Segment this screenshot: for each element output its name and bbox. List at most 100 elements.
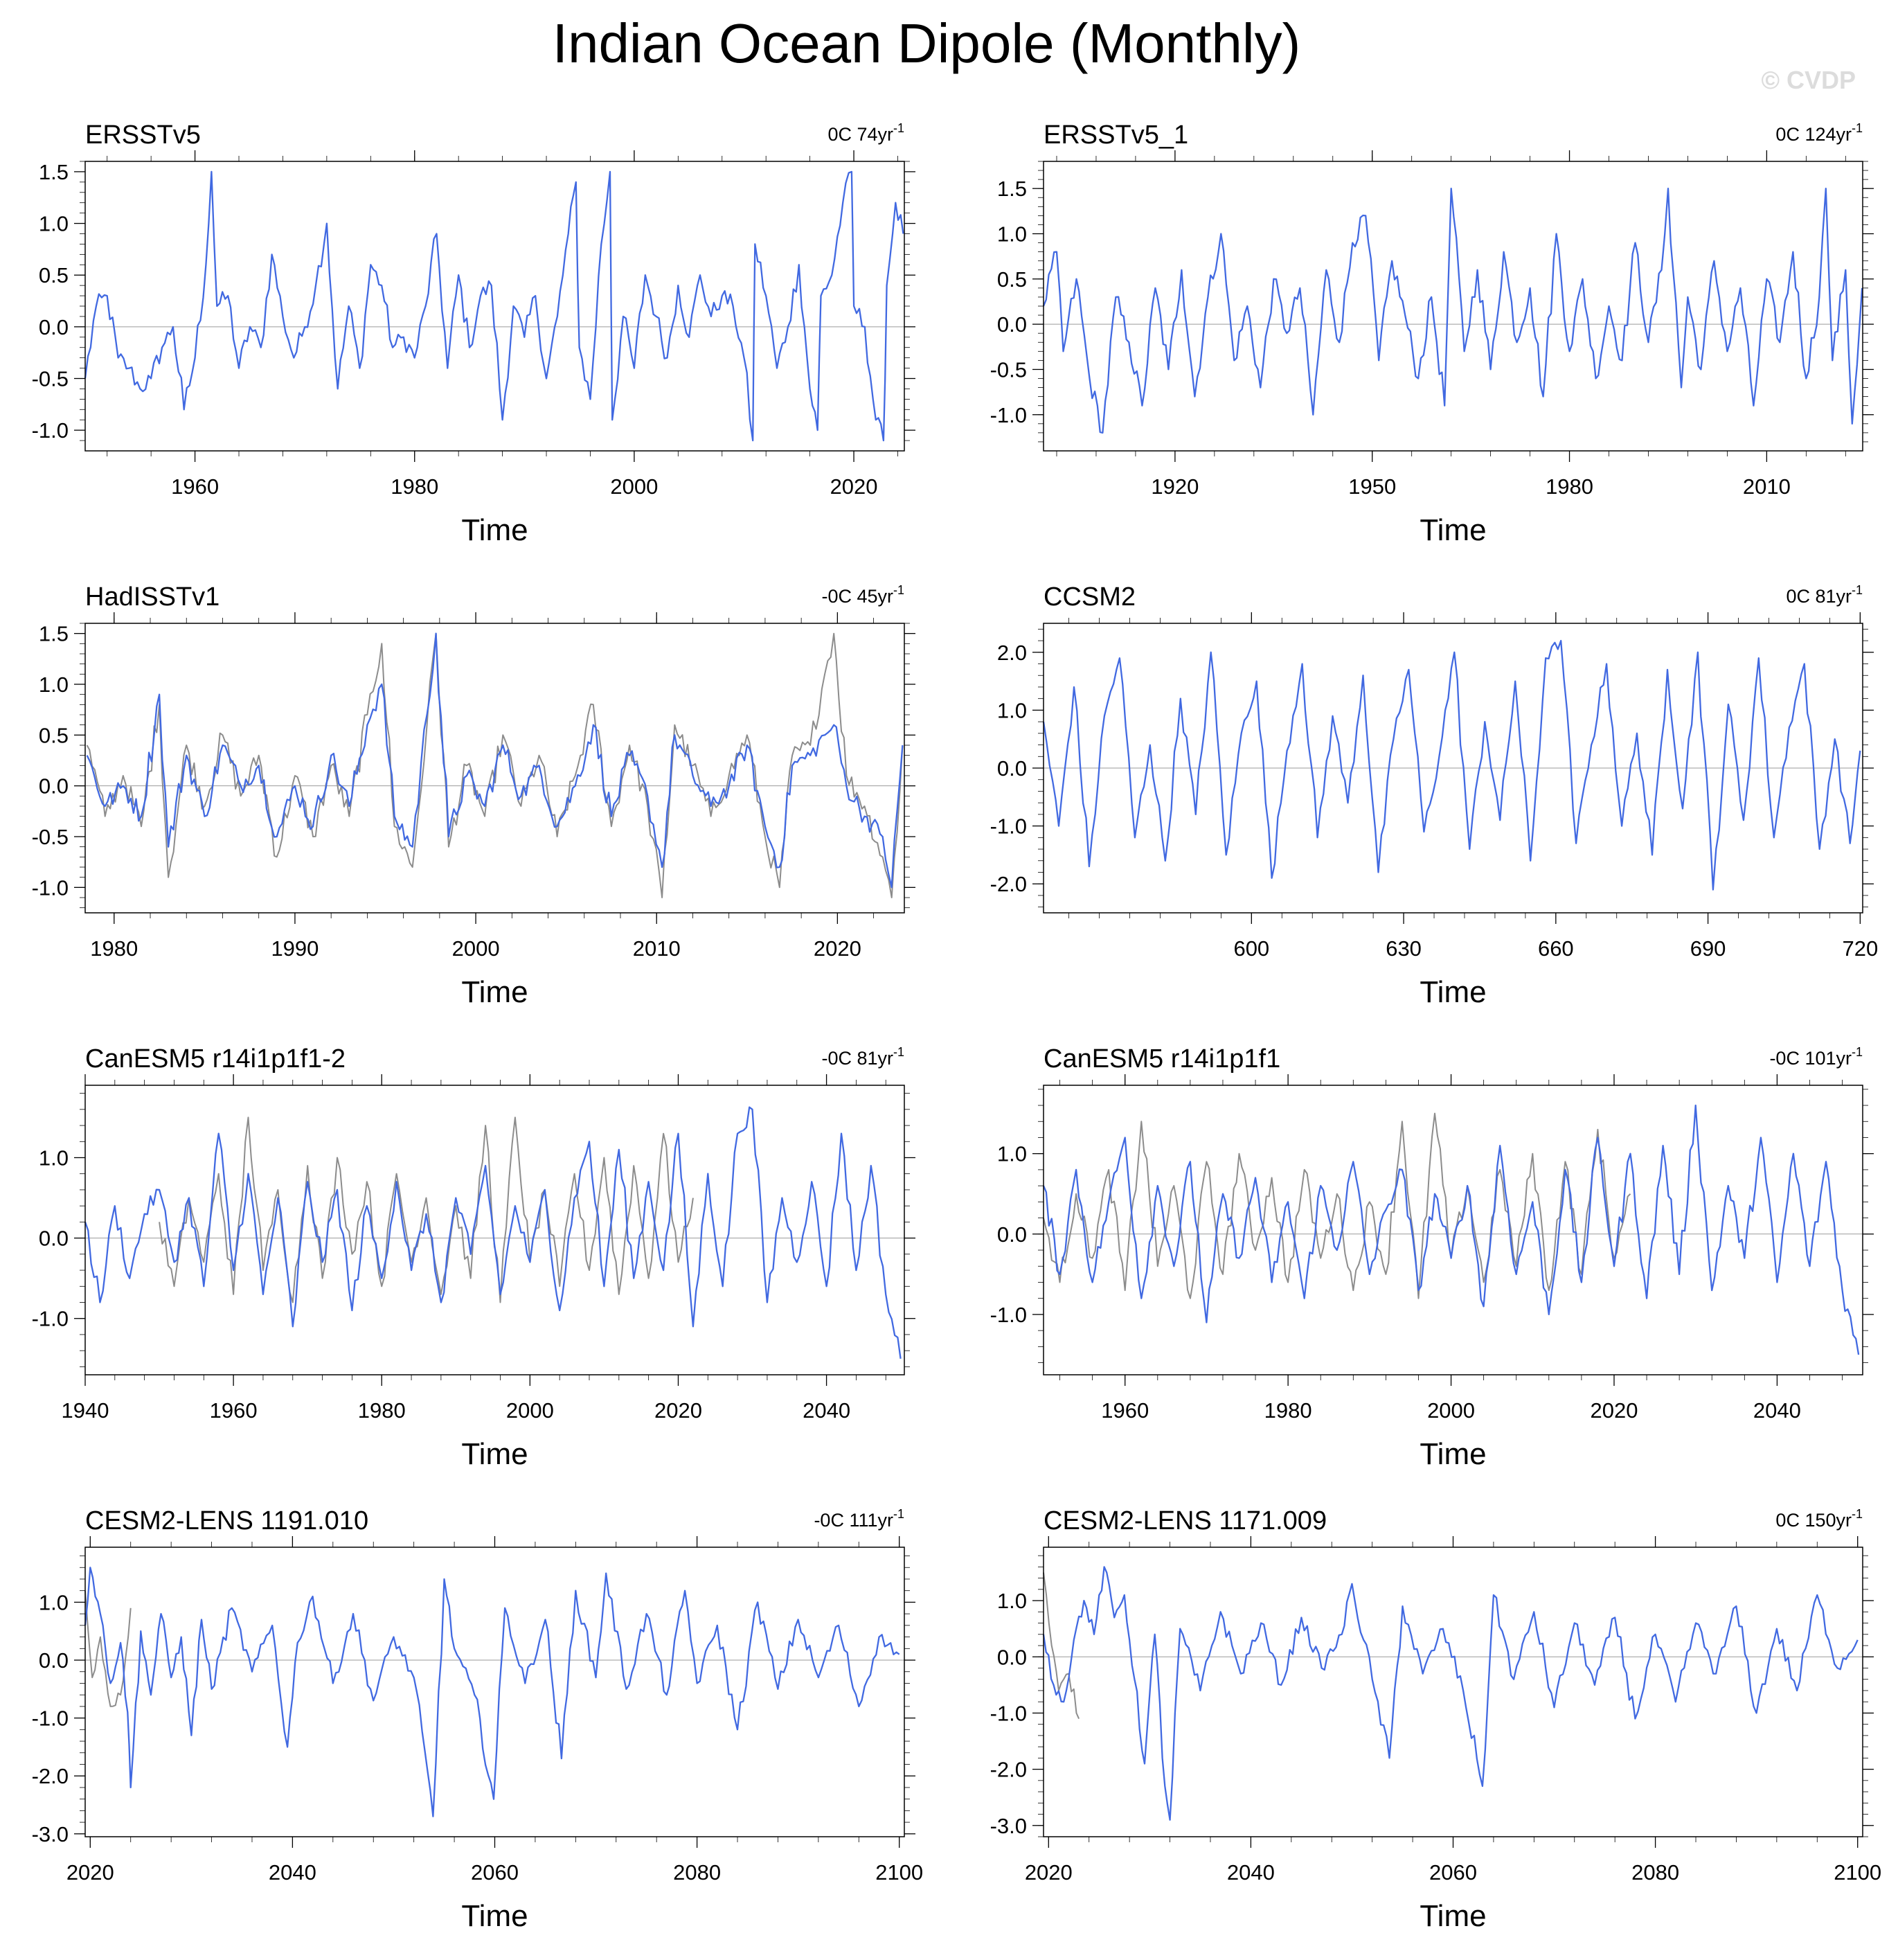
reference-series-line — [86, 632, 904, 898]
x-tick-label: 2080 — [1631, 1860, 1679, 1885]
reference-series-line — [84, 1590, 132, 1707]
y-tick-label: -2.0 — [32, 1764, 69, 1788]
watermark: © CVDP — [1761, 66, 1856, 94]
trend-label: -0C 101yr-1 — [1769, 1045, 1863, 1069]
trend-label: 0C 124yr-1 — [1775, 121, 1863, 145]
y-tick-label: -1.0 — [32, 1707, 69, 1731]
x-tick-label: 2020 — [830, 474, 878, 499]
y-tick-label: 0.0 — [39, 1227, 69, 1251]
chart-panel: CanESM5 r14i1p1f1-2 -0C 81yr-1 -1.0 0.0 1.0 1… — [32, 1044, 915, 1471]
x-tick-label: 2040 — [803, 1398, 850, 1423]
x-tick-label: 1980 — [90, 936, 138, 961]
reference-series-line — [159, 1116, 694, 1303]
y-tick-label: 0.5 — [39, 723, 69, 747]
x-tick-label: 2060 — [1429, 1860, 1477, 1885]
y-tick-label: 0.0 — [39, 774, 69, 799]
trend-label: -0C 111yr-1 — [814, 1507, 904, 1531]
trend-value: 0C 74yr — [827, 124, 893, 145]
reference-series-line — [1043, 1572, 1080, 1720]
chart-panel: HadISSTv1 -0C 45yr-1 -1.0 -0.5 0.0 0.5 1.0 1.5 1… — [32, 582, 915, 1009]
trend-exponent: -1 — [1852, 121, 1863, 135]
x-axis-label: Time — [1420, 513, 1486, 547]
x-tick-label: 690 — [1690, 936, 1726, 961]
x-tick-label: 2010 — [633, 936, 681, 961]
trend-exponent: -1 — [893, 1045, 904, 1059]
x-tick-label: 1920 — [1151, 474, 1199, 499]
x-tick-label: 630 — [1386, 936, 1422, 961]
x-tick-label: 1960 — [210, 1398, 258, 1423]
panel-title: CCSM2 — [1044, 582, 1136, 612]
x-tick-label: 2040 — [1753, 1398, 1801, 1423]
plot-frame — [1043, 1085, 1863, 1375]
trend-value: 0C 124yr — [1775, 124, 1852, 145]
trend-exponent: -1 — [1852, 1045, 1863, 1059]
y-tick-label: 0.0 — [997, 312, 1027, 337]
panel-title: HadISSTv1 — [85, 582, 220, 612]
x-axis-label: Time — [461, 1899, 528, 1933]
y-tick-label: 1.0 — [39, 672, 69, 697]
trend-exponent: -1 — [893, 121, 904, 135]
trend-label: -0C 81yr-1 — [821, 1045, 904, 1069]
series-line — [1042, 639, 1861, 891]
y-tick-label: 1.0 — [39, 1590, 69, 1614]
panel-title: ERSSTv5_1 — [1044, 121, 1188, 150]
trend-label: 0C 81yr-1 — [1786, 583, 1863, 607]
trend-value: -0C 81yr — [821, 1048, 893, 1069]
trend-label: 0C 150yr-1 — [1775, 1507, 1863, 1531]
x-tick-label: 2100 — [875, 1860, 923, 1885]
x-tick-label: 1960 — [1101, 1398, 1149, 1423]
trend-value: -0C 101yr — [1769, 1048, 1852, 1069]
reference-series-line — [1043, 1112, 1631, 1299]
y-tick-label: -0.5 — [32, 825, 69, 849]
x-tick-label: 2020 — [654, 1398, 702, 1423]
y-tick-label: -1.0 — [990, 814, 1027, 839]
x-axis-label: Time — [461, 513, 528, 547]
y-tick-label: 1.0 — [39, 212, 69, 236]
x-tick-label: 1960 — [171, 474, 219, 499]
series-line — [86, 632, 904, 889]
y-tick-label: -0.5 — [32, 367, 69, 391]
series-line — [1042, 1566, 1859, 1821]
trend-value: 0C 150yr — [1775, 1510, 1852, 1531]
plot-frame — [84, 623, 905, 914]
y-tick-label: 1.0 — [997, 1589, 1027, 1613]
x-axis-label: Time — [1420, 975, 1486, 1009]
y-tick-label: 1.5 — [39, 622, 69, 646]
y-tick-label: 1.0 — [997, 1142, 1027, 1166]
x-tick-label: 1940 — [62, 1398, 109, 1423]
x-tick-label: 1980 — [391, 474, 438, 499]
trend-exponent: -1 — [893, 583, 904, 597]
x-tick-label: 1980 — [358, 1398, 406, 1423]
x-axis-label: Time — [1420, 1437, 1486, 1471]
y-tick-label: -1.0 — [990, 403, 1027, 427]
x-tick-label: 2020 — [1025, 1860, 1073, 1885]
chart-panel: ERSSTv5_1 0C 124yr-1 -1.0 -0.5 0.0 0.5 1.0 1.5 1… — [990, 121, 1874, 547]
y-tick-label: -1.0 — [990, 1701, 1027, 1725]
y-tick-label: -1.0 — [990, 1303, 1027, 1327]
y-tick-label: -2.0 — [990, 1758, 1027, 1782]
x-tick-label: 2040 — [269, 1860, 316, 1885]
series-line — [84, 1106, 902, 1359]
trend-exponent: -1 — [1852, 583, 1863, 597]
x-tick-label: 2000 — [452, 936, 500, 961]
y-tick-label: -0.5 — [990, 357, 1027, 382]
y-tick-label: 0.0 — [997, 756, 1027, 781]
x-tick-label: 1980 — [1264, 1398, 1312, 1423]
panel-title: CanESM5 r14i1p1f1-2 — [85, 1044, 346, 1073]
trend-exponent: -1 — [1852, 1507, 1863, 1521]
x-tick-label: 2010 — [1743, 474, 1791, 499]
x-tick-label: 2000 — [610, 474, 658, 499]
series-line — [84, 1567, 900, 1817]
y-tick-label: 1.0 — [997, 222, 1027, 247]
series-line — [1042, 188, 1863, 434]
trend-exponent: -1 — [893, 1507, 904, 1521]
x-axis-label: Time — [461, 1437, 528, 1471]
x-tick-label: 1950 — [1348, 474, 1396, 499]
y-tick-label: 0.0 — [39, 315, 69, 339]
y-tick-label: -3.0 — [990, 1814, 1027, 1838]
figure-title: Indian Ocean Dipole (Monthly) — [553, 12, 1301, 74]
y-tick-label: 0.5 — [39, 263, 69, 287]
y-tick-label: 0.5 — [997, 267, 1027, 292]
x-tick-label: 2100 — [1834, 1860, 1881, 1885]
